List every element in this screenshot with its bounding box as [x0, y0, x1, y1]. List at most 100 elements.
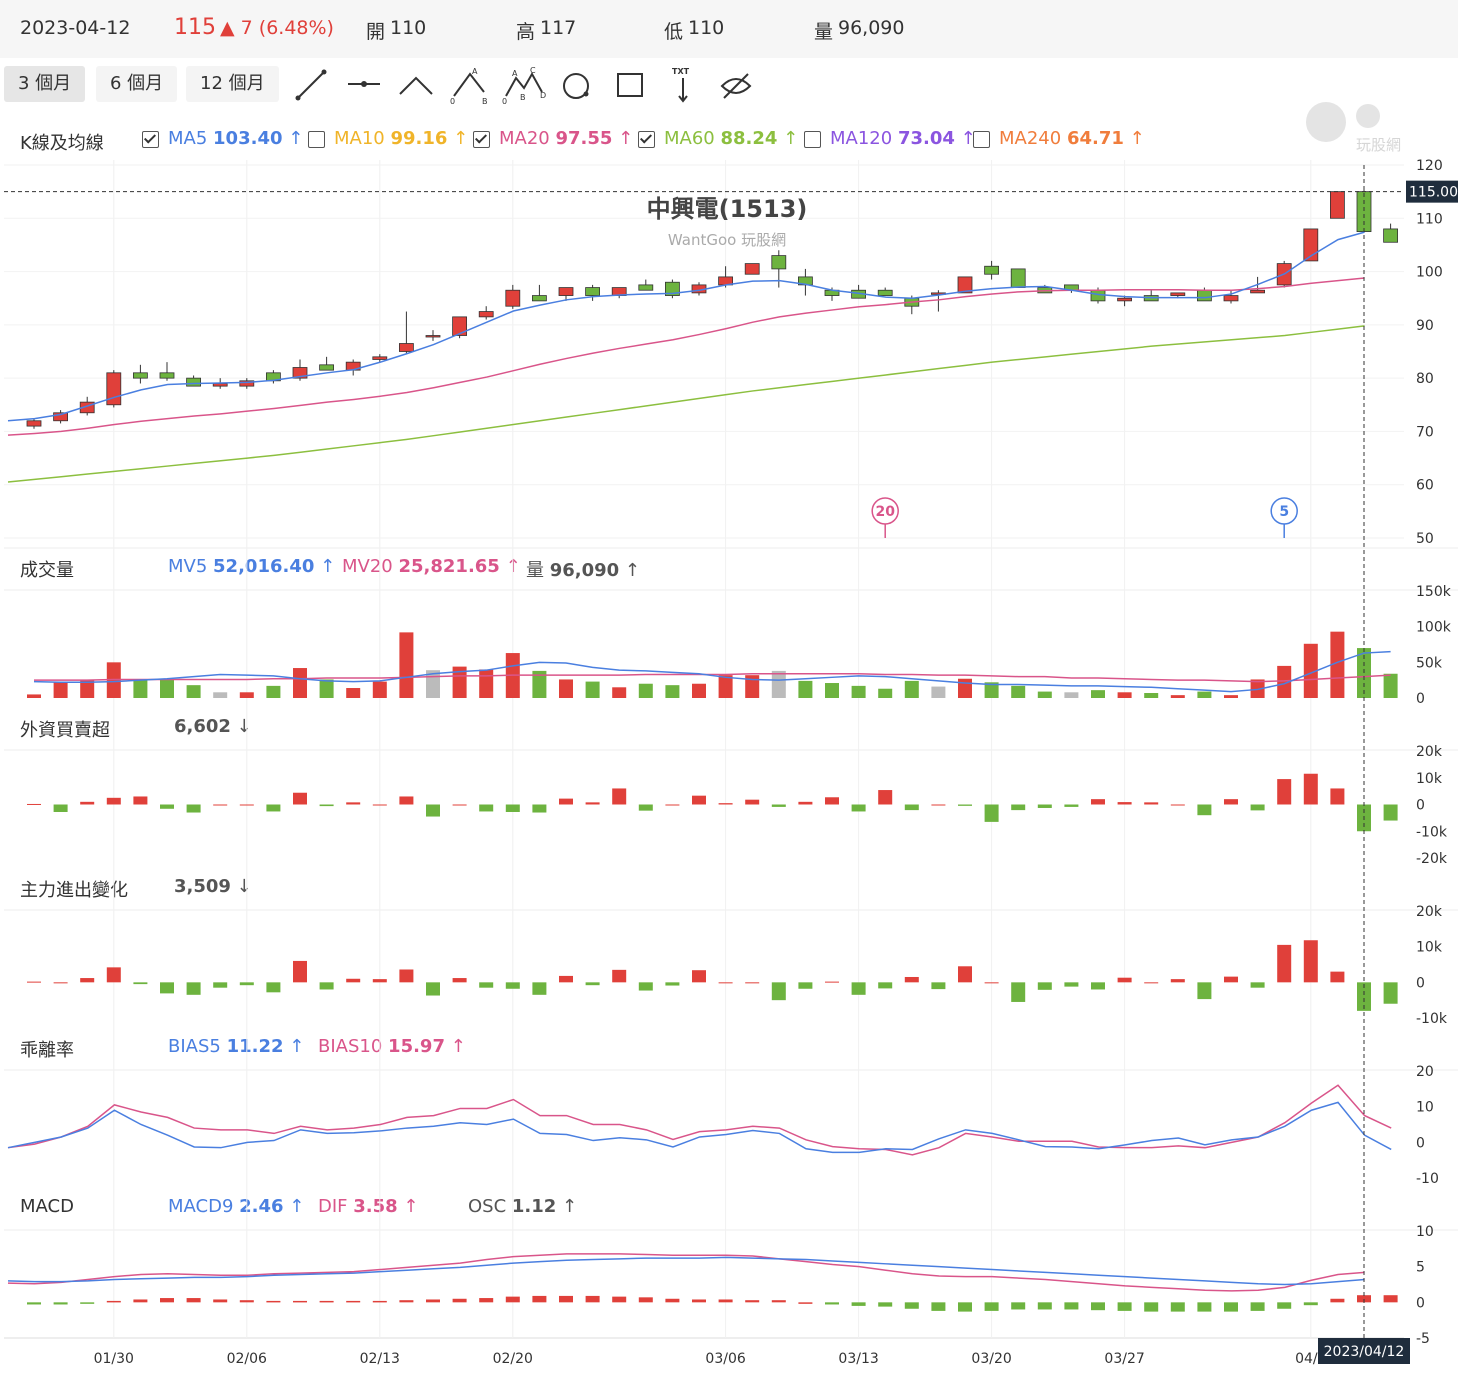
macd-axis-label: 0	[1416, 1295, 1425, 1311]
ma-marker	[871, 497, 899, 525]
angle-tool-icon[interactable]	[396, 66, 436, 106]
volume-axis-label: 50k	[1416, 655, 1443, 671]
osc-bar	[798, 1302, 813, 1304]
osc-bar	[1170, 1302, 1185, 1312]
major-axis-label: 0	[1416, 975, 1425, 991]
rectangle-tool-icon[interactable]	[610, 66, 650, 106]
x-tick-label: 03/13	[838, 1351, 878, 1367]
ma20-checkbox[interactable]	[473, 131, 490, 148]
osc-bar	[825, 1302, 839, 1305]
horizontal-line-tool-icon[interactable]	[344, 66, 384, 106]
macd-axis-label: 10	[1416, 1224, 1434, 1240]
price-axis-label: 50	[1416, 531, 1434, 547]
volume-bar	[1170, 695, 1185, 698]
ma-marker-label: 20	[875, 504, 895, 520]
major-bar	[1091, 982, 1105, 990]
volume-bar	[27, 694, 41, 698]
foreign-bar	[878, 790, 893, 805]
osc-bar	[452, 1298, 467, 1303]
volume-bar	[612, 687, 627, 698]
major-bar	[665, 982, 680, 986]
candle	[1330, 191, 1345, 219]
foreign-bar	[958, 804, 972, 806]
ma-marker-label: 5	[1279, 504, 1289, 520]
svg-text:TXT: TXT	[672, 67, 690, 76]
volume-bar	[958, 678, 972, 698]
hide-drawings-icon[interactable]	[716, 66, 756, 106]
osc-bar	[266, 1300, 281, 1303]
period-3m-button[interactable]: 3 個月	[4, 66, 86, 102]
major-bar	[1330, 971, 1345, 983]
volume-section-title: 成交量	[20, 560, 74, 581]
quote-high: 117	[540, 17, 577, 39]
foreign-bar	[1277, 779, 1292, 805]
dif-legend: DIF 3.58 ↑	[318, 1196, 419, 1217]
foreign-bar	[1197, 804, 1212, 816]
period-6m-button[interactable]: 6 個月	[96, 66, 178, 102]
foreign-bar	[745, 799, 760, 805]
price-axis-label: 100	[1416, 265, 1443, 281]
text-tool-icon[interactable]: TXT	[664, 66, 704, 106]
period-12m-button[interactable]: 12 個月	[186, 66, 279, 102]
volume-bar	[878, 688, 893, 698]
osc-bar	[399, 1300, 414, 1303]
major-bar	[825, 981, 839, 983]
osc-bar	[878, 1302, 893, 1307]
volume-bar	[293, 668, 307, 698]
candle	[585, 284, 600, 301]
osc-bar	[1037, 1302, 1052, 1310]
foreign-bar	[1383, 804, 1398, 821]
foreign-bar	[1144, 802, 1159, 805]
crosshair-date-bg	[1318, 1338, 1410, 1364]
ma120-checkbox[interactable]	[804, 131, 821, 148]
osc-bar	[1117, 1302, 1132, 1311]
volume-bar	[1303, 643, 1318, 698]
volume-bar	[798, 680, 813, 698]
ma10-checkbox[interactable]	[308, 131, 325, 148]
major-bar	[958, 966, 972, 983]
major-bar	[452, 978, 467, 983]
volume-bar	[1383, 673, 1398, 698]
candle	[106, 370, 122, 408]
foreign-axis-label: -10k	[1416, 824, 1448, 840]
quote-high-label: 高	[516, 21, 536, 43]
candle-body	[1197, 289, 1212, 302]
major-bar	[53, 982, 68, 984]
volume-bar	[399, 632, 414, 698]
foreign-bar	[771, 804, 786, 807]
osc-bar	[1330, 1298, 1345, 1303]
major-bar	[612, 969, 627, 983]
candle	[558, 287, 574, 301]
candle-body	[532, 295, 547, 302]
ma120-legend: MA120 73.04 ↑	[830, 128, 976, 149]
mv5-legend: MV5 52,016.40 ↑	[168, 556, 336, 577]
foreign-bar	[851, 804, 866, 812]
major-bar	[1224, 976, 1238, 983]
osc-bar	[638, 1297, 653, 1303]
major-bar	[133, 982, 148, 985]
foreign-bar	[532, 804, 547, 813]
ma5-checkbox[interactable]	[142, 131, 159, 148]
circle-tool-icon[interactable]	[556, 66, 596, 106]
candle	[611, 287, 627, 299]
volume-bar	[692, 683, 706, 698]
ma60-checkbox[interactable]	[638, 131, 655, 148]
foreign-bar	[612, 788, 627, 805]
abcd-pattern-tool-icon[interactable]: 0 A B C D	[502, 66, 548, 106]
x-tick-label: 03/06	[705, 1351, 745, 1367]
major-bar	[638, 982, 653, 991]
foreign-bar	[27, 803, 41, 805]
foreign-value: 6,602 ↓	[174, 716, 252, 737]
line-tool-icon[interactable]	[292, 66, 332, 106]
candle	[26, 418, 42, 429]
ma240-checkbox[interactable]	[973, 131, 990, 148]
abc-pattern-tool-icon[interactable]: 0 A B	[448, 66, 492, 106]
candle-body	[292, 367, 308, 379]
major-bar	[1383, 982, 1398, 1004]
volume-bar	[1011, 685, 1026, 698]
chart-toolbar: 3 個月 6 個月 12 個月 0 A B 0 A B C D TXT	[0, 60, 1458, 110]
candle	[319, 356, 335, 371]
major-value: 3,509 ↓	[174, 876, 252, 897]
volume-bar	[213, 692, 228, 698]
